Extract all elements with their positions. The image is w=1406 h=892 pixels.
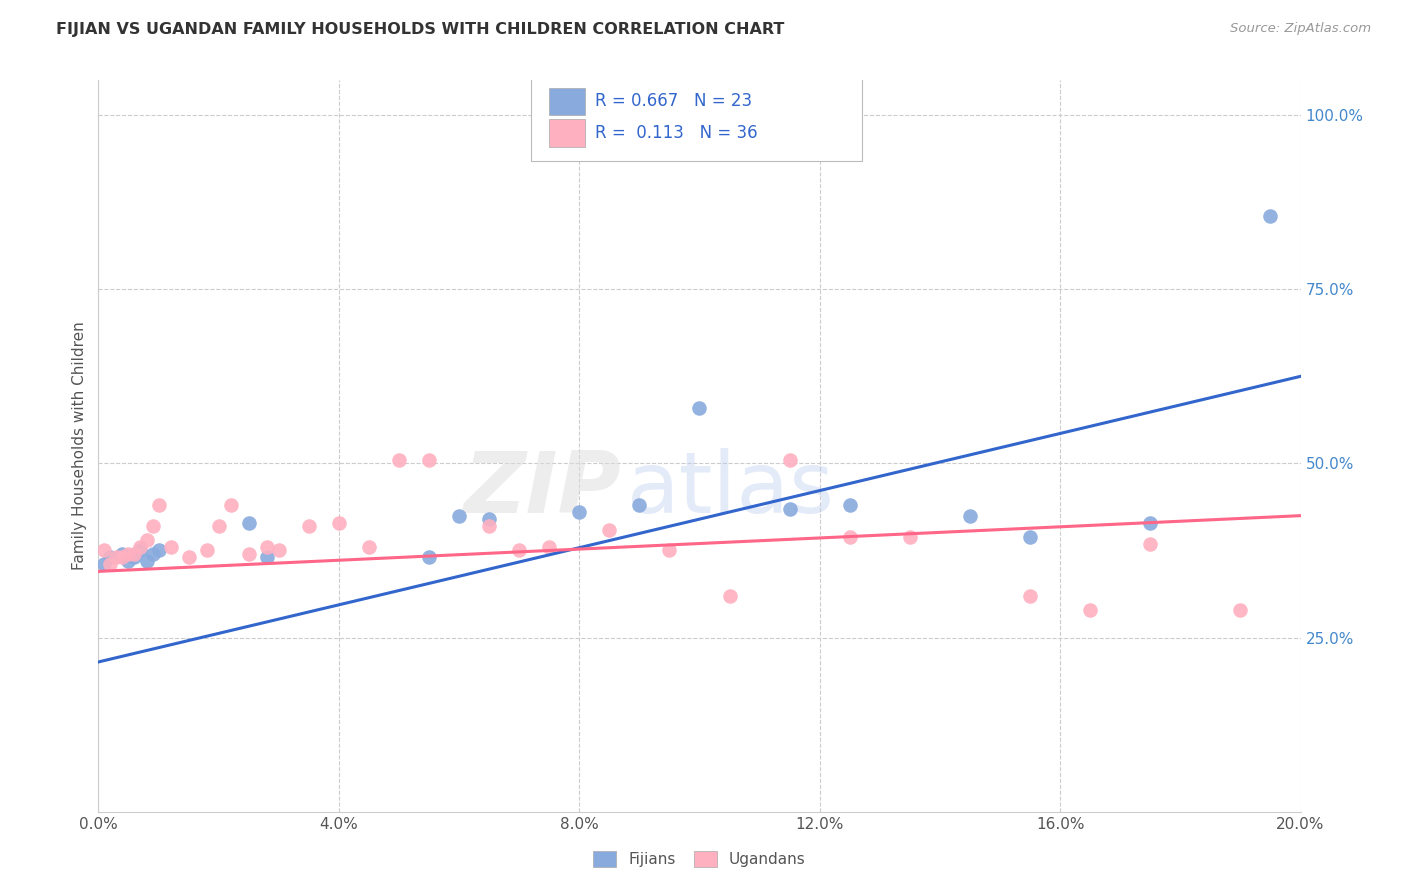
Point	[105, 550, 128, 565]
Point	[219, 498, 242, 512]
Point	[388, 453, 411, 467]
Point	[238, 547, 260, 561]
Point	[959, 508, 981, 523]
FancyBboxPatch shape	[550, 87, 585, 115]
Point	[538, 540, 561, 554]
Point	[508, 543, 530, 558]
Point	[1078, 603, 1101, 617]
Point	[357, 540, 380, 554]
Point	[658, 543, 681, 558]
FancyBboxPatch shape	[531, 77, 862, 161]
Point	[141, 519, 163, 533]
Point	[1260, 209, 1282, 223]
Text: atlas: atlas	[627, 449, 835, 532]
Point	[418, 550, 440, 565]
Point	[1019, 589, 1042, 603]
Point	[124, 550, 146, 565]
Point	[148, 543, 170, 558]
Point	[148, 498, 170, 512]
Point	[267, 543, 290, 558]
Point	[256, 550, 278, 565]
Point	[100, 550, 122, 565]
Point	[779, 453, 801, 467]
Point	[898, 530, 921, 544]
Point	[1229, 603, 1251, 617]
Point	[238, 516, 260, 530]
FancyBboxPatch shape	[550, 119, 585, 147]
Point	[129, 543, 152, 558]
Point	[718, 589, 741, 603]
Point	[598, 523, 620, 537]
Point	[135, 533, 157, 547]
Point	[93, 558, 115, 572]
Point	[478, 512, 501, 526]
Point	[478, 519, 501, 533]
Point	[129, 540, 152, 554]
Legend: Fijians, Ugandans: Fijians, Ugandans	[588, 846, 811, 873]
Point	[135, 554, 157, 568]
Point	[1139, 516, 1161, 530]
Point	[111, 550, 134, 565]
Point	[779, 501, 801, 516]
Point	[447, 508, 470, 523]
Text: Source: ZipAtlas.com: Source: ZipAtlas.com	[1230, 22, 1371, 36]
Point	[93, 543, 115, 558]
Text: R =  0.113   N = 36: R = 0.113 N = 36	[595, 124, 758, 142]
Text: R = 0.667   N = 23: R = 0.667 N = 23	[595, 93, 752, 111]
Point	[838, 498, 860, 512]
Point	[1139, 536, 1161, 550]
Point	[689, 401, 711, 415]
Point	[1019, 530, 1042, 544]
Point	[117, 554, 139, 568]
Point	[117, 547, 139, 561]
Point	[124, 547, 146, 561]
Point	[208, 519, 231, 533]
Point	[298, 519, 321, 533]
Point	[111, 547, 134, 561]
Point	[159, 540, 181, 554]
Point	[838, 530, 860, 544]
Text: FIJIAN VS UGANDAN FAMILY HOUSEHOLDS WITH CHILDREN CORRELATION CHART: FIJIAN VS UGANDAN FAMILY HOUSEHOLDS WITH…	[56, 22, 785, 37]
Point	[177, 550, 200, 565]
Point	[418, 453, 440, 467]
Point	[256, 540, 278, 554]
Point	[568, 505, 591, 519]
Point	[195, 543, 218, 558]
Y-axis label: Family Households with Children: Family Households with Children	[72, 322, 87, 570]
Point	[141, 547, 163, 561]
Point	[328, 516, 350, 530]
Point	[628, 498, 651, 512]
Text: ZIP: ZIP	[464, 449, 621, 532]
Point	[100, 558, 122, 572]
